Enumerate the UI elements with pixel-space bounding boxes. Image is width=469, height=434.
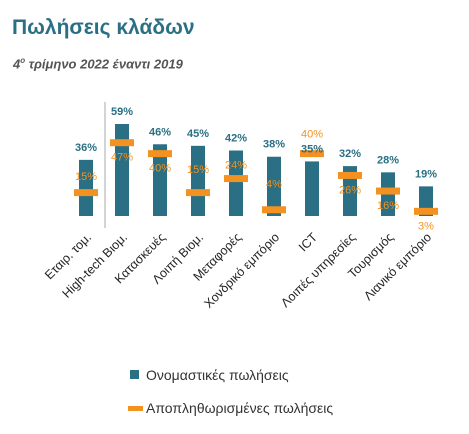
label-deflated: 15% — [75, 171, 97, 183]
label-nominal: 46% — [149, 126, 171, 138]
category-label: Λιανικό εμπόριο — [361, 230, 434, 303]
label-nominal: 38% — [263, 139, 285, 151]
marker-deflated — [186, 189, 210, 197]
chart-subtitle: 4ο τρίμηνο 2022 έναντι 2019 — [13, 56, 183, 72]
category-label: ICT — [296, 230, 320, 254]
marker-deflated — [148, 150, 172, 158]
marker-deflated — [414, 207, 438, 215]
marker-deflated — [224, 175, 248, 183]
label-nominal: 35% — [301, 143, 323, 155]
label-nominal: 19% — [415, 168, 437, 180]
legend-label-nominal: Ονομαστικές πωλήσεις — [146, 367, 289, 383]
legend: Ονομαστικές πωλήσεις Αποπληθωρισμένες πω… — [128, 367, 333, 416]
bar-nominal — [305, 161, 319, 216]
bar-nominal — [79, 159, 93, 216]
bar-nominal — [115, 124, 129, 216]
label-nominal: 28% — [377, 154, 399, 166]
label-nominal: 59% — [111, 106, 133, 118]
label-deflated: 24% — [225, 160, 247, 172]
bar-nominal — [229, 150, 243, 216]
bar-nominal — [191, 145, 205, 216]
bar-nominal — [153, 144, 167, 216]
label-deflated: 3% — [418, 220, 434, 232]
label-nominal: 42% — [225, 133, 247, 145]
label-deflated: 40% — [149, 163, 171, 175]
chart-title: Πωλήσεις κλάδων — [12, 16, 195, 39]
marker-deflated — [110, 139, 134, 147]
legend-swatch-deflated — [128, 406, 143, 411]
marker-deflated — [338, 171, 362, 179]
label-nominal: 36% — [75, 142, 97, 154]
legend-label-deflated: Αποπληθωρισμένες πωλήσεις — [146, 400, 333, 416]
label-deflated: 47% — [111, 152, 133, 164]
category-label: High-tech Βιομ. — [60, 230, 131, 301]
marker-deflated — [376, 187, 400, 195]
label-deflated: 16% — [377, 200, 399, 212]
label-deflated: 4% — [266, 178, 282, 190]
bar-nominal — [267, 156, 281, 216]
legend-swatch-nominal — [130, 370, 139, 379]
label-deflated: 15% — [187, 164, 209, 176]
label-deflated: 40% — [301, 128, 323, 140]
label-deflated: 26% — [339, 184, 361, 196]
marker-deflated — [300, 150, 324, 158]
label-nominal: 45% — [187, 128, 209, 140]
marker-deflated — [262, 206, 286, 214]
marker-deflated — [74, 189, 98, 197]
label-nominal: 32% — [339, 148, 361, 160]
